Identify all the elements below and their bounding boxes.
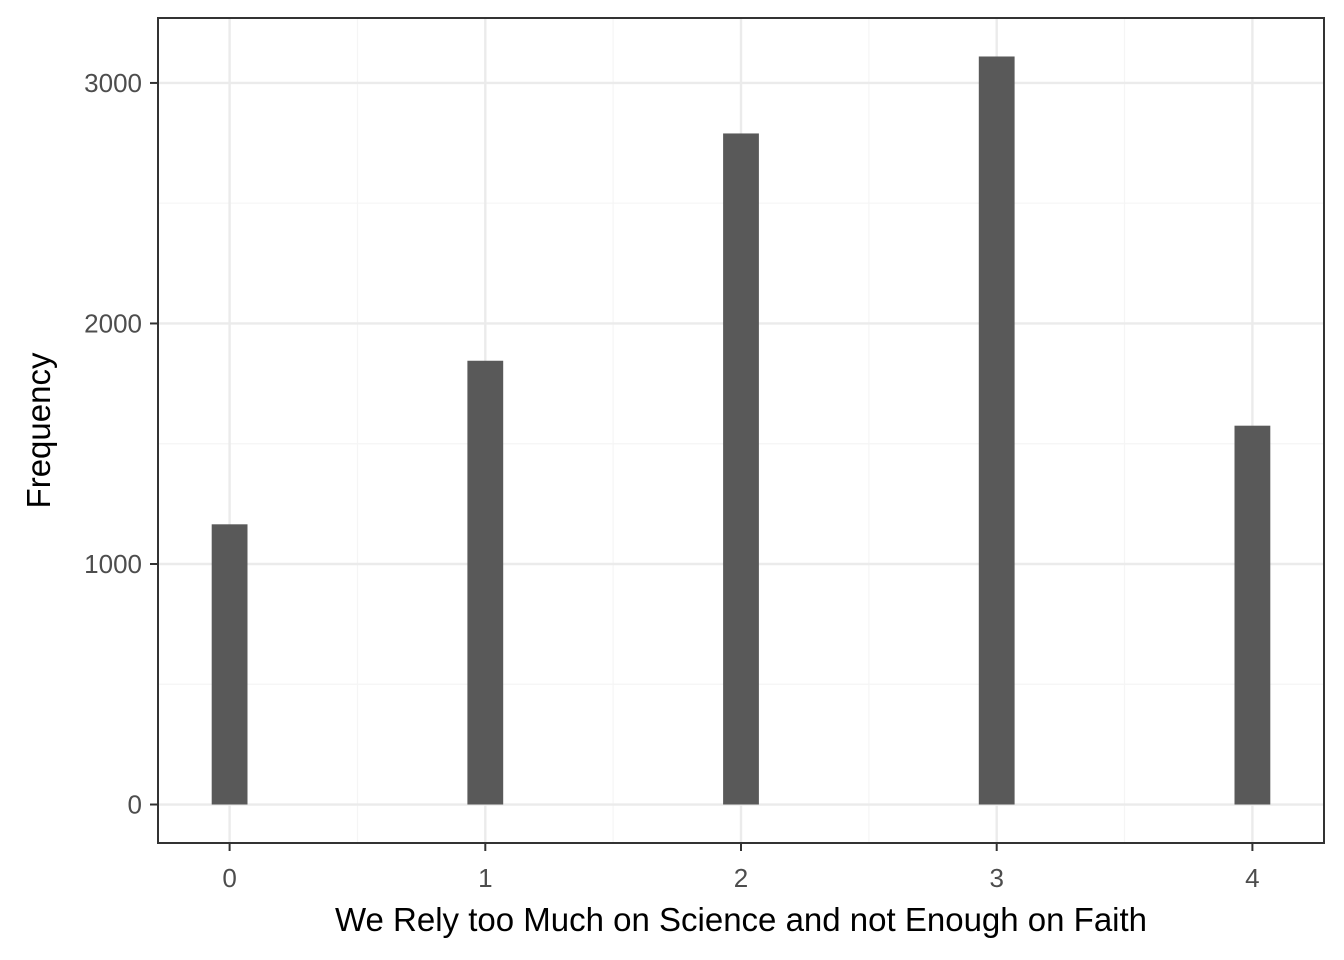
bar-4 (1234, 425, 1271, 805)
x-tick-label: 1 (478, 863, 492, 893)
y-axis-title: Frequency (20, 352, 57, 508)
x-tick-label: 0 (222, 863, 236, 893)
x-axis-title: We Rely too Much on Science and not Enou… (335, 901, 1147, 938)
bar-3 (978, 56, 1015, 805)
tick-labels: 0 1 2 3 4 0 1000 2000 3000 (84, 68, 1259, 893)
y-tick-label: 1000 (84, 549, 142, 579)
bar-0 (211, 524, 248, 805)
y-tick-label: 0 (128, 790, 142, 820)
x-tick-label: 4 (1245, 863, 1259, 893)
x-tick-label: 2 (734, 863, 748, 893)
bar-2 (723, 133, 759, 805)
y-tick-label: 3000 (84, 68, 142, 98)
y-tick-label: 2000 (84, 308, 142, 338)
x-tick-label: 3 (989, 863, 1003, 893)
axis-ticks (150, 81, 1254, 851)
bar-1 (467, 360, 504, 805)
bars-group (211, 56, 1271, 805)
